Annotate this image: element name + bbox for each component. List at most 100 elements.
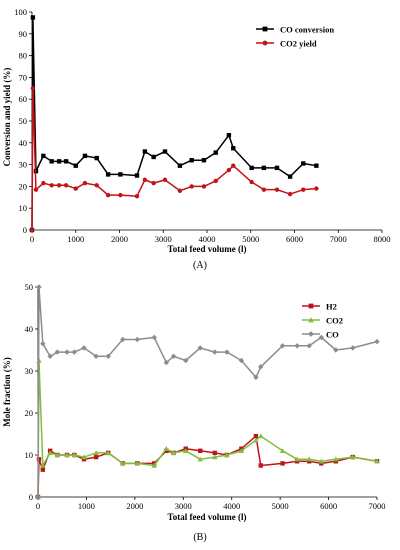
legend-entry: H2 <box>302 302 337 312</box>
legend-marker <box>262 26 268 32</box>
legend-label: CO <box>326 330 339 340</box>
x-tick-label: 1000 <box>78 501 95 511</box>
data-point <box>142 149 148 154</box>
data-point <box>274 165 280 171</box>
series-line <box>31 87 317 231</box>
data-point <box>226 167 232 173</box>
data-point <box>30 15 36 20</box>
data-point <box>134 460 140 466</box>
series-co2-yield <box>29 86 319 233</box>
y-tick-label: 30 <box>19 160 28 170</box>
data-point <box>73 186 78 191</box>
data-point <box>64 452 70 458</box>
y-tick-label: 40 <box>19 138 28 148</box>
legend-marker <box>308 331 314 337</box>
data-point <box>318 334 325 341</box>
x-axis-label-b: Total feed volume (l) <box>168 512 247 522</box>
data-point <box>163 446 170 451</box>
data-point <box>170 450 177 456</box>
data-point <box>30 86 36 91</box>
data-point <box>56 159 62 164</box>
data-point <box>261 165 267 171</box>
data-point <box>279 448 286 453</box>
data-point <box>301 161 306 166</box>
data-point <box>93 450 99 456</box>
legend-entry: CO <box>302 330 339 340</box>
data-point <box>35 494 41 500</box>
legend-marker <box>262 40 268 46</box>
series-co2 <box>35 357 380 500</box>
legend-marker <box>308 317 314 323</box>
data-point <box>287 191 293 197</box>
data-point <box>212 450 217 456</box>
data-point <box>120 336 126 343</box>
x-tick-label: 3000 <box>155 234 172 244</box>
data-point <box>333 456 339 462</box>
data-point <box>314 163 319 168</box>
data-point <box>105 172 111 177</box>
data-point <box>198 448 203 453</box>
y-tick-label: 20 <box>19 181 28 191</box>
data-point <box>253 433 259 439</box>
y-tick-label: 50 <box>19 116 28 126</box>
data-point <box>41 180 46 186</box>
series-h2 <box>35 433 380 500</box>
data-point <box>197 456 203 462</box>
panel-label-a: (A) <box>193 260 207 271</box>
legend-entry: CO2 <box>302 316 343 326</box>
legend-label: H2 <box>326 302 337 312</box>
data-point <box>306 456 312 462</box>
data-point <box>134 173 140 178</box>
data-point <box>162 177 168 183</box>
y-axis-label-a: Conversion and yield (%) <box>2 68 12 167</box>
data-point <box>151 180 156 186</box>
data-point <box>287 174 293 179</box>
x-tick-label: 0 <box>36 501 40 511</box>
series-line <box>37 435 378 498</box>
data-point <box>301 187 306 192</box>
series-co-conversion <box>29 15 319 233</box>
data-point <box>224 452 230 458</box>
legend-label: CO2 <box>326 316 343 326</box>
data-point <box>249 179 254 185</box>
series-line <box>37 359 378 498</box>
x-tick-label: 3000 <box>175 501 192 511</box>
data-point <box>151 154 156 160</box>
data-point <box>118 192 123 198</box>
data-point <box>94 183 99 188</box>
data-point <box>258 433 264 439</box>
x-tick-label: 0 <box>30 234 34 244</box>
data-point <box>261 187 267 192</box>
data-point <box>151 462 157 468</box>
data-point <box>183 448 189 453</box>
x-tick-label: 1000 <box>67 234 84 244</box>
x-axis-label-a: Total feed volume (l) <box>168 244 247 254</box>
y-tick-label: 10 <box>19 203 28 213</box>
data-point <box>93 353 99 359</box>
panel-label-b: (B) <box>193 532 206 543</box>
data-point <box>253 374 259 380</box>
data-point <box>71 349 78 355</box>
data-point <box>177 188 183 193</box>
y-tick-label: 30 <box>25 366 34 376</box>
chart-panel-b: 0 10 20 30 40 50 0 1000 2000 3000 4000 5000 6000 7000… <box>2 282 386 543</box>
x-tick-label: 4000 <box>199 234 216 244</box>
data-point <box>201 158 207 163</box>
data-point <box>213 150 218 155</box>
y-axis-label-b: Mole fraction (%) <box>2 357 12 426</box>
data-point <box>41 153 46 159</box>
data-point <box>40 467 46 472</box>
x-tick-label: 8000 <box>374 234 391 244</box>
data-point <box>118 172 123 177</box>
x-tick-label: 5000 <box>272 501 289 511</box>
data-point <box>29 227 35 233</box>
data-point <box>40 341 46 347</box>
data-point <box>54 452 61 458</box>
data-point <box>253 437 259 443</box>
data-point <box>162 149 168 154</box>
series-line <box>31 16 317 231</box>
x-tick-label: 2000 <box>126 501 143 511</box>
data-point <box>56 183 62 188</box>
